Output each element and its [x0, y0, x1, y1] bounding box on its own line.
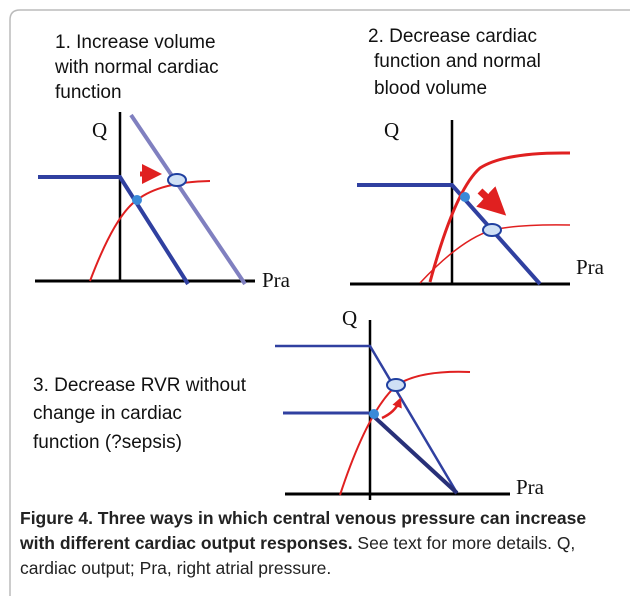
panel-3: 3. Decrease RVR without change in cardia… [33, 306, 545, 500]
venous-return [129, 113, 247, 286]
venous-return [275, 344, 459, 494]
panel-title: function (?sepsis) [33, 432, 182, 453]
cardiac-function [428, 151, 571, 283]
point [369, 409, 379, 419]
x-label: Pra [516, 475, 545, 499]
panel-1: 1. Increase volume with normal cardiac f… [35, 32, 291, 292]
point [386, 378, 406, 392]
y-label: Q [384, 118, 399, 142]
cardiac-function [89, 180, 211, 282]
y-label: Q [92, 118, 107, 142]
arrow [381, 397, 402, 420]
point [132, 195, 142, 205]
panel-title: function and normal [374, 51, 541, 72]
panel-2: 2. Decrease cardiac function and normal … [350, 26, 605, 286]
caption-title: Figure 4. Three ways in which central ve… [20, 508, 587, 553]
point [482, 223, 502, 237]
venous-return [357, 183, 542, 286]
y-label: Q [342, 306, 357, 330]
x-label: Pra [576, 255, 605, 279]
x-label: Pra [262, 268, 291, 292]
cardiac-function [339, 370, 471, 496]
point [167, 173, 187, 187]
panel-title: 2. Decrease cardiac [368, 26, 537, 47]
panel-title: 3. Decrease RVR without [33, 375, 247, 396]
panel-title: change in cardiac [33, 403, 182, 424]
panel-title: 1. Increase volume [55, 32, 216, 53]
panel-title: with normal cardiac [54, 57, 219, 78]
panel-title: function [55, 82, 122, 103]
caption-text: See text for more details. Q, cardiac ou… [20, 533, 576, 578]
frame [9, 9, 630, 596]
panel-title: blood volume [374, 78, 487, 99]
venous-return [368, 411, 459, 495]
venous-return [38, 175, 190, 286]
point [460, 192, 470, 202]
caption: Figure 4. Three ways in which central ve… [20, 506, 616, 581]
arrow [476, 186, 507, 216]
